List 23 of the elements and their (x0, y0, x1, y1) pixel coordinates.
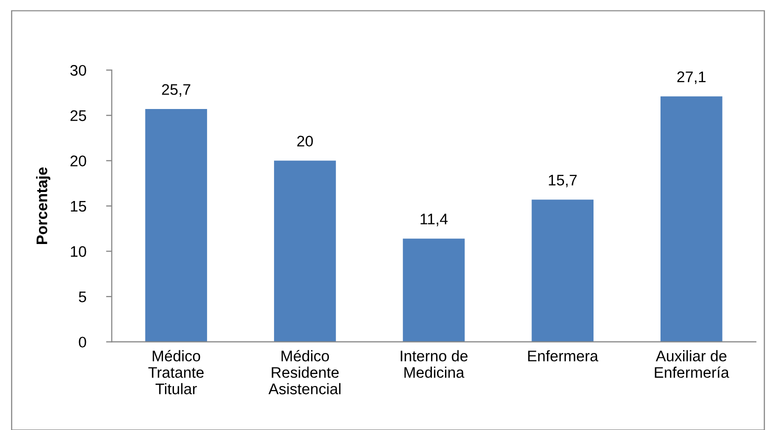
bar (145, 109, 208, 342)
x-tick-label: Auxiliar de Enfermería (654, 350, 730, 378)
y-tick-label: 15 (70, 200, 86, 212)
bar (532, 200, 594, 342)
x-tick-label: Enfermera (528, 350, 598, 362)
bar (274, 160, 336, 342)
data-label: 20 (297, 136, 313, 147)
y-tick-label: 25 (70, 110, 86, 122)
data-label: 15,7 (548, 174, 577, 188)
data-label: 27,1 (677, 71, 706, 84)
bar (402, 238, 465, 342)
x-tick-label: Médico Tratante Titular (148, 350, 204, 394)
y-tick-label: 20 (70, 156, 86, 166)
y-tick-label: 30 (70, 64, 86, 76)
y-tick-label: 5 (78, 292, 86, 302)
y-tick-label: 0 (78, 336, 86, 348)
bar (660, 96, 722, 342)
x-tick-label: Interno de Medicina (400, 350, 468, 378)
x-tick-label: Médico Residente Asistencial (268, 350, 340, 394)
y-axis-title: Porcentaje (36, 167, 50, 244)
data-label: 11,4 (420, 214, 448, 226)
data-label: 25,7 (162, 84, 190, 97)
y-tick-label: 10 (70, 246, 86, 257)
